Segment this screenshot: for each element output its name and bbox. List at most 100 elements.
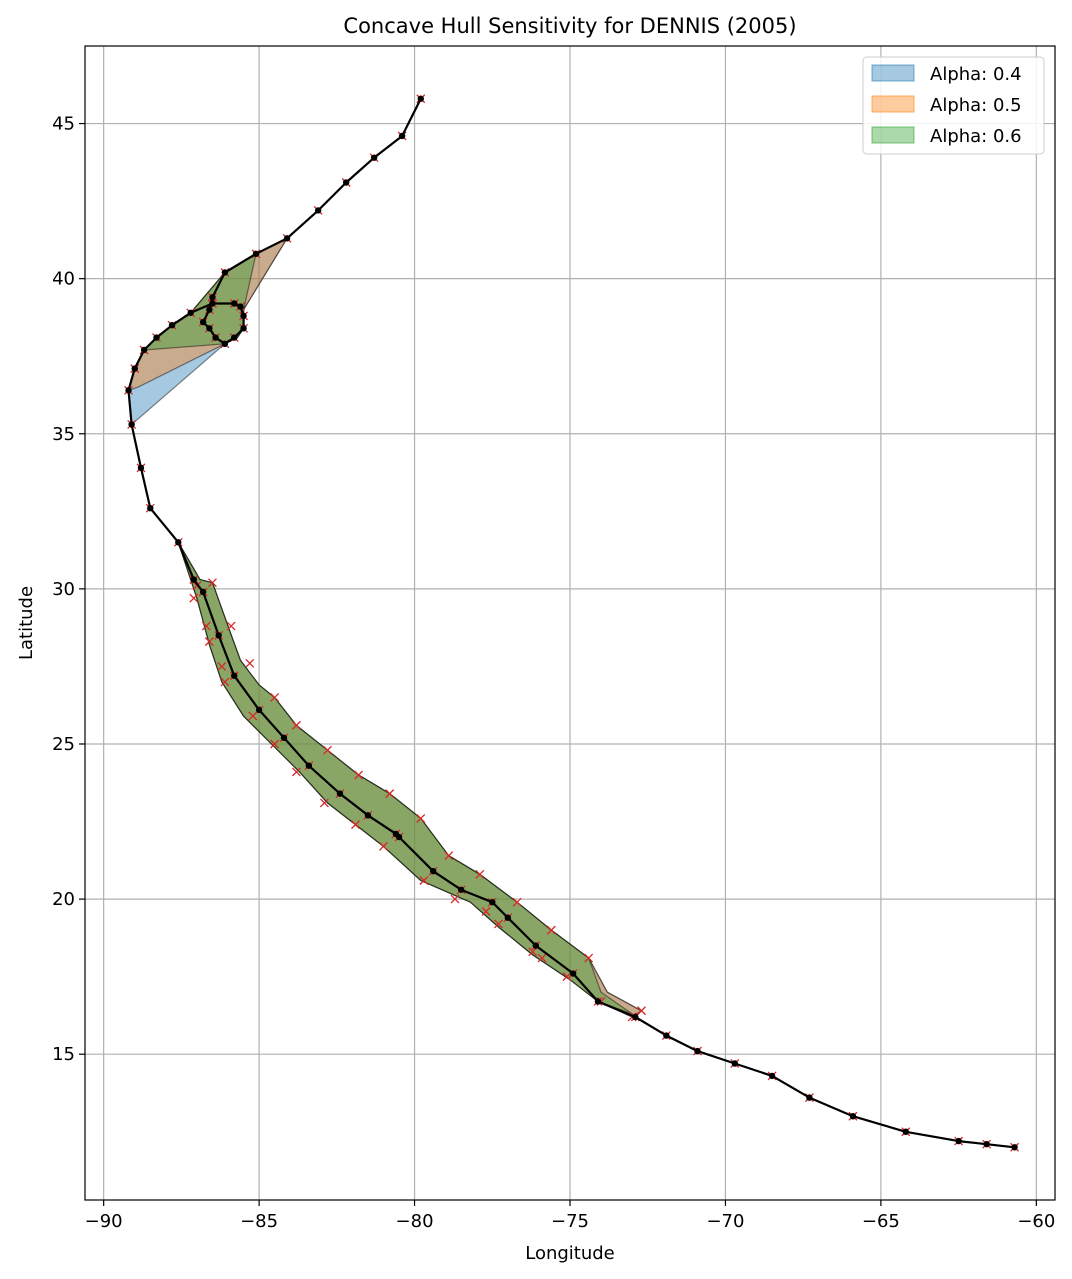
track-point	[215, 632, 222, 639]
x-tick-label: −75	[551, 1211, 589, 1232]
buffer-point-marker	[208, 578, 217, 588]
buffer-point-marker	[528, 947, 538, 957]
legend-swatch-alpha-0-5	[871, 95, 915, 113]
x-axis-ticks: −90 −85 −80 −75 −70 −65 −60	[85, 1200, 1055, 1232]
track-point	[153, 334, 160, 341]
x-tick-label: −60	[1017, 1211, 1055, 1232]
x-tick-label: −65	[862, 1211, 900, 1232]
track-point	[125, 387, 132, 394]
track-point	[417, 95, 424, 102]
buffer-point-marker	[291, 720, 301, 730]
track-point	[131, 365, 138, 372]
y-tick-label: 30	[52, 579, 75, 600]
track-point	[955, 1137, 962, 1145]
y-tick-label: 40	[52, 269, 75, 290]
buffer-point-marker	[475, 869, 485, 879]
track-point	[457, 886, 465, 893]
buffer-point-marker	[444, 851, 454, 861]
y-axis-label: Latitude	[16, 586, 37, 660]
buffer-point-marker	[245, 658, 255, 668]
buffer-point-marker	[319, 798, 329, 808]
track-point	[137, 464, 145, 472]
track-point	[305, 762, 313, 769]
track-point	[199, 318, 207, 326]
track-point	[221, 269, 229, 276]
buffer-point-marker	[270, 739, 280, 749]
track-point	[240, 325, 247, 332]
buffer-point-marker	[354, 770, 364, 780]
buffer-point-marker	[270, 692, 280, 702]
x-tick-label: −70	[706, 1211, 744, 1232]
y-tick-label: 25	[52, 734, 75, 755]
track-point	[342, 179, 350, 186]
track-point	[190, 576, 198, 583]
buffer-point-marker	[204, 637, 214, 647]
track-point	[532, 942, 540, 949]
buffer-point-marker	[291, 767, 301, 777]
track-point	[237, 303, 244, 310]
storm-track	[124, 94, 1020, 1152]
track-point	[314, 207, 322, 214]
buffer-point-marker	[584, 953, 594, 963]
track-point	[206, 325, 213, 332]
x-tick-label: −85	[240, 1211, 278, 1232]
buffer-point-marker	[537, 953, 547, 963]
y-tick-label: 15	[52, 1044, 75, 1065]
track-point	[240, 312, 247, 320]
x-tick-label: −80	[396, 1211, 434, 1232]
legend-label-alpha-0-4: Alpha: 0.4	[930, 64, 1022, 85]
legend-label-alpha-0-6: Alpha: 0.6	[930, 126, 1022, 147]
buffer-point-marker	[323, 745, 332, 755]
track-point	[983, 1140, 990, 1148]
buffer-point-marker	[385, 789, 395, 799]
track-point	[504, 914, 512, 921]
track-point	[364, 812, 372, 819]
buffer-point-marker	[562, 972, 572, 982]
x-tick-label: −90	[85, 1211, 123, 1232]
buffer-point-marker	[512, 897, 522, 907]
track-point	[221, 340, 229, 348]
track-point	[231, 672, 238, 679]
buffer-point-marker	[201, 621, 211, 631]
track-point	[255, 706, 263, 714]
track-point	[398, 132, 406, 140]
track-point	[430, 867, 437, 875]
buffer-point-marker	[189, 593, 199, 603]
chart-title: Concave Hull Sensitivity for DENNIS (200…	[343, 14, 796, 38]
y-axis-ticks: 15 20 25 30 35 40 45	[52, 114, 85, 1065]
track-point	[280, 734, 288, 741]
track-point	[187, 309, 194, 316]
track-point	[336, 790, 344, 797]
buffer-point-marker	[351, 820, 360, 830]
track-point	[140, 346, 148, 354]
x-axis-label: Longitude	[525, 1243, 615, 1264]
y-tick-label: 45	[52, 114, 75, 135]
buffer-point-marker	[419, 876, 429, 885]
track-point	[252, 250, 260, 258]
legend-swatch-alpha-0-4	[871, 64, 915, 82]
y-tick-label: 35	[52, 424, 75, 445]
track-point	[209, 294, 216, 301]
legend: Alpha: 0.4 Alpha: 0.5 Alpha: 0.6	[862, 56, 1045, 155]
track-point	[632, 1013, 639, 1021]
track-point	[806, 1094, 813, 1101]
buffer-point-marker	[217, 661, 227, 671]
buffer-point-marker	[546, 925, 556, 935]
track-point	[370, 154, 378, 161]
track-point	[1011, 1144, 1018, 1151]
track-point	[694, 1047, 701, 1055]
track-point	[283, 235, 291, 242]
track-point	[231, 300, 238, 307]
track-point	[199, 588, 207, 596]
track-point	[209, 300, 216, 307]
buffer-point-marker	[416, 813, 426, 823]
track-point	[663, 1032, 670, 1039]
legend-label-alpha-0-5: Alpha: 0.5	[930, 95, 1022, 116]
track-point	[731, 1060, 738, 1067]
track-point	[768, 1072, 776, 1080]
buffer-point-marker	[379, 841, 388, 851]
hull-south-06	[177, 541, 633, 1015]
buffer-point-marker	[494, 919, 503, 929]
